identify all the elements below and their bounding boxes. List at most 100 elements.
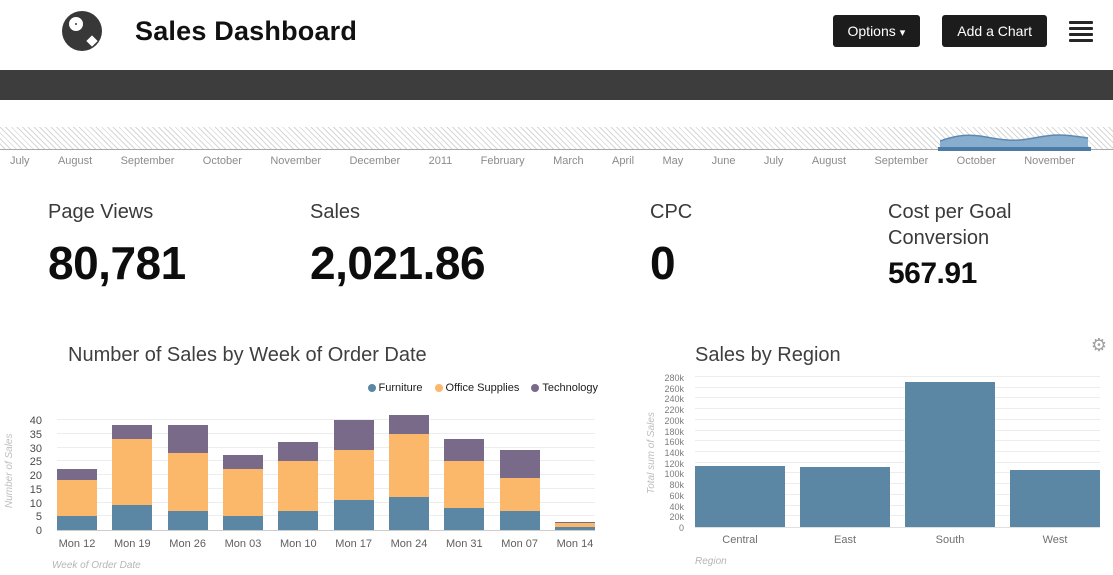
bar-segment xyxy=(388,434,429,497)
bar-segment xyxy=(167,511,208,530)
chart-title: Sales by Region xyxy=(695,344,841,366)
bar-mon-12[interactable] xyxy=(57,469,97,530)
y-tick-label: 20 xyxy=(29,470,42,482)
bar-segment xyxy=(388,415,429,434)
kpi-row: Page Views 80,781 Sales 2,021.86 CPC 0 C… xyxy=(0,199,1113,311)
bar-segment xyxy=(333,420,374,450)
x-tick-label: Mon 10 xyxy=(279,538,317,550)
bars-container xyxy=(695,378,1100,527)
timeline-month: October xyxy=(202,155,242,167)
toolbar-strip xyxy=(0,70,1113,100)
y-tick-label: 35 xyxy=(29,428,42,441)
timeline-month: November xyxy=(1024,155,1075,167)
gridline xyxy=(695,386,1100,388)
timeline-month: October xyxy=(956,155,996,167)
bar-mon-26[interactable] xyxy=(167,425,208,530)
gridline xyxy=(57,474,595,475)
gridline xyxy=(57,446,595,448)
legend-label: Office Supplies xyxy=(445,382,520,394)
plot-area xyxy=(57,410,595,531)
bar-segment xyxy=(112,505,153,530)
y-tick-label: 160k xyxy=(664,437,684,448)
bar-segment xyxy=(554,523,595,527)
timeline-month: September xyxy=(874,155,929,167)
bars-container xyxy=(57,410,595,530)
timeline-month: July xyxy=(763,155,784,167)
bar-segment xyxy=(444,508,485,530)
bar-mon-31[interactable] xyxy=(444,439,485,530)
timeline-month: July xyxy=(10,155,30,167)
gridline xyxy=(695,408,1100,410)
bar-mon-24[interactable] xyxy=(388,415,429,530)
date-range-selector: July August September October November Decemb… xyxy=(0,127,1113,167)
kpi-label: Cost per Goal Conversion xyxy=(888,201,1012,249)
x-axis-title: Week of Order Date xyxy=(52,560,141,571)
kpi-value: 0 xyxy=(650,237,676,289)
bar-mon-14[interactable] xyxy=(554,522,595,530)
bar-segment xyxy=(57,516,97,530)
gridline xyxy=(57,487,595,489)
timeline-month: April xyxy=(612,155,635,167)
legend-label: Furniture xyxy=(378,382,423,394)
options-button-label: Options xyxy=(847,23,896,39)
add-chart-button[interactable]: Add a Chart xyxy=(942,15,1047,47)
bar-mon-17[interactable] xyxy=(333,420,374,530)
gridline xyxy=(695,397,1100,399)
bar-segment xyxy=(1010,470,1100,527)
bar-segment xyxy=(554,527,595,530)
timeline-area-chart xyxy=(940,134,1088,150)
bar-mon-19[interactable] xyxy=(112,425,153,530)
gridline xyxy=(57,432,595,434)
x-tick-label: Mon 17 xyxy=(335,538,373,550)
gridline xyxy=(695,493,1100,495)
bar-mon-10[interactable] xyxy=(278,442,319,530)
bar-segment xyxy=(278,442,319,461)
x-tick-label: Central xyxy=(722,534,758,546)
bar-mon-07[interactable] xyxy=(499,450,540,530)
bar-central[interactable] xyxy=(695,466,785,527)
x-tick-label: West xyxy=(1042,534,1068,546)
options-button[interactable]: Options ▾ xyxy=(832,15,921,47)
legend-item-technology: Technology xyxy=(531,382,598,394)
timeline-month: September xyxy=(120,155,175,167)
bar-west[interactable] xyxy=(1010,470,1100,527)
bar-east[interactable] xyxy=(800,467,890,527)
gridline xyxy=(695,504,1100,506)
x-tick-label: East xyxy=(833,534,857,546)
kpi-value: 567.91 xyxy=(888,257,977,290)
legend-swatch xyxy=(531,384,540,392)
range-selector-track[interactable] xyxy=(0,127,1113,151)
bar-segment xyxy=(278,511,319,530)
x-tick-label: Mon 31 xyxy=(445,538,483,550)
x-axis-ticks: Mon 12 Mon 19 Mon 26 Mon 03 Mon 10 Mon 17 Mon … xyxy=(57,538,595,552)
x-tick-label: Mon 19 xyxy=(113,538,151,550)
logo-ring xyxy=(69,17,83,31)
bar-segment xyxy=(333,450,374,500)
menu-icon[interactable] xyxy=(1069,20,1093,42)
gear-icon[interactable]: ⚙ xyxy=(1090,335,1107,355)
header: Sales Dashboard Options ▾ Add a Chart xyxy=(0,0,1113,62)
bar-mon-03[interactable] xyxy=(222,455,263,530)
y-tick-label: 10 xyxy=(29,497,42,510)
y-tick-label: 240k xyxy=(664,394,684,405)
bar-segment xyxy=(499,450,540,478)
y-tick-label: 25 xyxy=(29,456,42,469)
kpi-label: Page Views xyxy=(48,201,154,223)
y-tick-label: 260k xyxy=(664,383,684,394)
bar-segment xyxy=(800,467,890,527)
gridline xyxy=(57,460,595,462)
y-tick-label: 80k xyxy=(669,480,684,491)
y-tick-label: 220k xyxy=(664,405,684,416)
legend-swatch xyxy=(367,384,376,392)
y-tick-label: 30 xyxy=(29,442,42,455)
gridline xyxy=(57,501,595,503)
bar-segment xyxy=(444,461,485,508)
bar-segment xyxy=(278,461,319,511)
kpi-page-views: Page Views 80,781 xyxy=(48,199,186,290)
bar-south[interactable] xyxy=(905,382,995,527)
x-axis-ticks: Central East South West xyxy=(695,534,1100,548)
y-tick-label: 200k xyxy=(664,415,684,426)
range-selected-indicator[interactable] xyxy=(938,147,1091,151)
timeline-month: June xyxy=(711,155,736,167)
bar-segment xyxy=(499,478,540,511)
